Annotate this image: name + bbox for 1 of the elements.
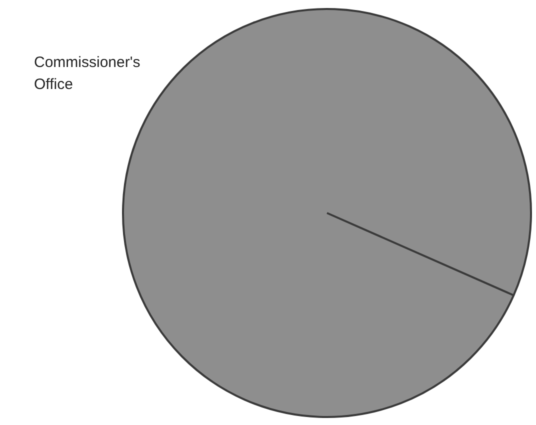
slice-label: Commissioner's Office bbox=[34, 53, 142, 95]
